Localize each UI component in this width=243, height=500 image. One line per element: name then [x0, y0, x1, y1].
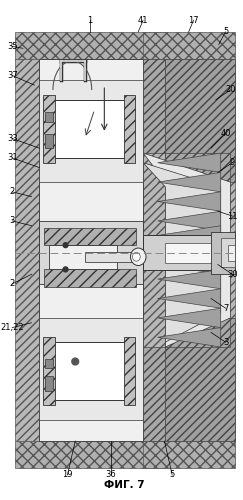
Text: 1: 1: [87, 16, 92, 24]
Bar: [228, 245, 235, 260]
Bar: [15, 32, 167, 59]
Bar: [39, 80, 143, 182]
Text: 36: 36: [106, 470, 116, 480]
Text: 3: 3: [223, 338, 228, 346]
Bar: [124, 95, 135, 162]
Bar: [51, 100, 129, 158]
Text: 7: 7: [223, 304, 228, 312]
Bar: [45, 112, 53, 122]
Bar: [43, 338, 55, 405]
Polygon shape: [158, 308, 221, 328]
Text: 41: 41: [138, 16, 148, 24]
Bar: [221, 238, 235, 268]
Polygon shape: [158, 211, 221, 231]
Bar: [49, 245, 117, 270]
Polygon shape: [158, 255, 221, 274]
Bar: [45, 358, 53, 368]
Bar: [15, 441, 167, 468]
Text: 33: 33: [7, 134, 17, 143]
Bar: [165, 318, 235, 441]
Bar: [211, 232, 235, 274]
Bar: [85, 252, 133, 262]
Text: 20: 20: [225, 86, 236, 94]
Text: 37: 37: [7, 71, 17, 80]
Bar: [143, 236, 235, 270]
Polygon shape: [158, 172, 221, 192]
Bar: [143, 59, 167, 441]
Polygon shape: [158, 270, 221, 289]
Ellipse shape: [130, 248, 146, 266]
Bar: [165, 59, 235, 182]
Polygon shape: [143, 153, 230, 347]
Text: 2: 2: [9, 280, 15, 288]
Polygon shape: [143, 318, 230, 441]
Text: 35: 35: [7, 42, 17, 51]
Text: 9: 9: [230, 158, 235, 167]
Text: 5: 5: [223, 28, 228, 36]
Bar: [45, 134, 53, 148]
Bar: [51, 342, 129, 400]
Circle shape: [72, 358, 79, 365]
Bar: [124, 338, 135, 405]
Text: 11: 11: [227, 212, 238, 220]
Bar: [39, 59, 143, 441]
Circle shape: [63, 267, 68, 272]
Bar: [44, 270, 136, 287]
Text: 17: 17: [188, 16, 199, 24]
Polygon shape: [158, 192, 221, 211]
Text: 31: 31: [7, 154, 17, 162]
Bar: [44, 228, 136, 245]
Text: 3: 3: [9, 216, 15, 226]
Bar: [43, 95, 55, 162]
Text: ФИГ. 7: ФИГ. 7: [104, 480, 145, 490]
Text: 40: 40: [220, 129, 231, 138]
Ellipse shape: [132, 252, 140, 261]
Text: 19: 19: [62, 470, 73, 480]
Text: 21,22: 21,22: [0, 323, 24, 332]
Text: 2: 2: [9, 188, 15, 196]
Polygon shape: [158, 226, 221, 245]
Polygon shape: [158, 289, 221, 308]
Polygon shape: [158, 153, 221, 172]
Polygon shape: [158, 328, 221, 347]
Bar: [143, 441, 235, 468]
Bar: [165, 59, 235, 441]
Bar: [15, 59, 39, 441]
Text: 5: 5: [170, 470, 175, 480]
Bar: [165, 243, 235, 262]
Bar: [143, 32, 235, 59]
Polygon shape: [143, 59, 230, 182]
Polygon shape: [143, 162, 221, 342]
Text: 30: 30: [227, 270, 238, 278]
Bar: [39, 318, 143, 420]
Circle shape: [63, 242, 68, 248]
Bar: [39, 221, 143, 284]
Bar: [45, 376, 53, 390]
